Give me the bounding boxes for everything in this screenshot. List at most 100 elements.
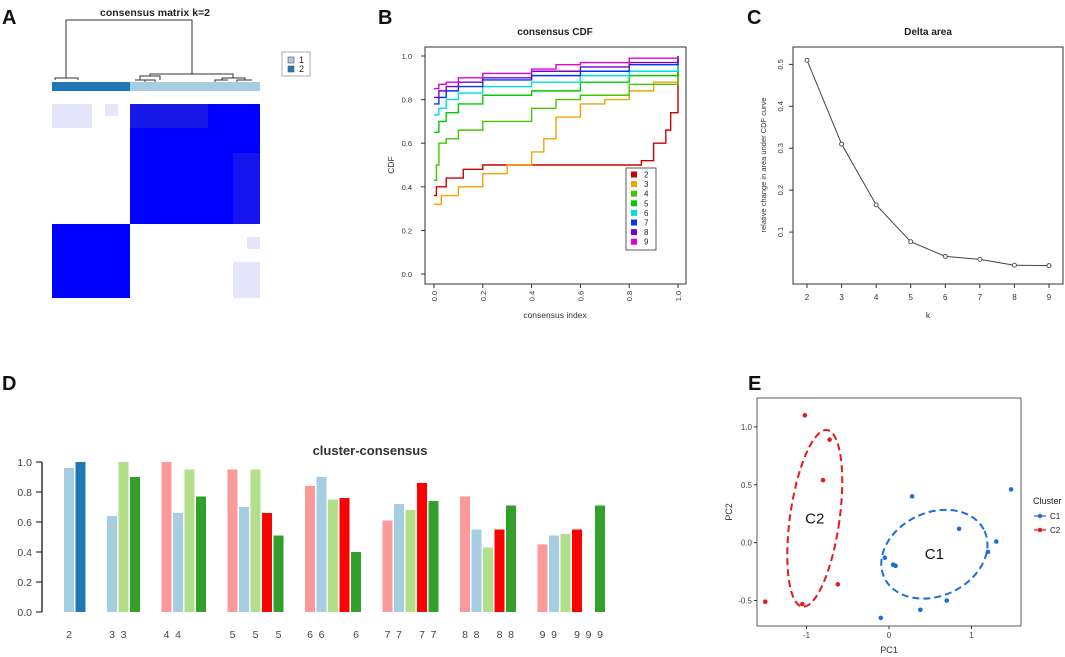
delta-title: Delta area <box>904 27 952 38</box>
cluster-bar-1 <box>130 82 260 91</box>
bar-k2 <box>75 462 86 612</box>
bar-k6 <box>328 499 338 612</box>
heatmap-legend: 1 2 <box>281 51 311 77</box>
legend-label-k7: 7 <box>644 219 649 228</box>
legend-swatch-k2 <box>631 171 637 178</box>
bar-k4 <box>173 513 183 612</box>
y-tick-label: 0.3 <box>776 143 785 153</box>
bar-k2 <box>64 468 74 612</box>
legend-swatch-k6 <box>631 209 637 216</box>
cdf-xlabel: consensus index <box>523 310 587 320</box>
y-tick-label: 0.4 <box>17 547 32 559</box>
cdf-ylabel: CDF <box>386 156 396 173</box>
bar-k9 <box>572 529 582 612</box>
bar-k8 <box>494 529 505 612</box>
y-tick-label: 0.4 <box>776 101 785 111</box>
legend-swatch-k5 <box>631 200 637 207</box>
pca-plot-frame <box>756 397 1022 627</box>
delta-point-k9 <box>1046 263 1052 269</box>
point-c1 <box>878 615 884 621</box>
x-tick-label: 0.6 <box>576 291 585 301</box>
bar-label: 9 <box>540 629 546 641</box>
bar-label: 6 <box>307 629 313 641</box>
legend-label-k3: 3 <box>644 180 649 189</box>
point-c2 <box>835 582 841 587</box>
delta-line <box>804 57 1052 269</box>
bar-k4 <box>184 469 195 612</box>
y-tick-label: 0.1 <box>776 227 785 237</box>
x-tick-label: 0 <box>887 631 892 640</box>
bar-label: 8 <box>508 629 514 641</box>
heatmap-matrix <box>52 104 260 298</box>
pca-ticks: -1 0 1 -0.5 0.0 0.5 1.0 <box>738 423 974 640</box>
x-tick-label: 1 <box>969 631 974 640</box>
x-tick-label: 1.0 <box>674 291 683 301</box>
bar-k7 <box>394 504 404 612</box>
bar-label: 5 <box>276 629 282 641</box>
cdf-x-ticks: 0.0 0.2 0.4 0.6 0.8 1.0 <box>430 284 683 301</box>
bar-label: 7 <box>419 629 425 641</box>
bar-label: 3 <box>121 629 127 641</box>
bar-k9 <box>549 535 559 612</box>
y-tick-label: 0.4 <box>402 183 412 192</box>
bar-k3 <box>107 516 117 612</box>
bar-label: 9 <box>574 629 580 641</box>
bar-label: 5 <box>230 629 236 641</box>
bar-k6 <box>351 552 361 612</box>
point-c2 <box>762 599 768 604</box>
cdf-lines <box>434 56 679 205</box>
bar-k9 <box>537 544 548 612</box>
bar-k6 <box>339 498 350 612</box>
point-c2 <box>802 413 808 418</box>
legend-dot-c1 <box>1037 513 1043 519</box>
point-c1 <box>993 539 999 544</box>
pca-ellipses <box>786 429 989 608</box>
point-c1 <box>944 598 950 603</box>
cdf-line-k4 <box>434 62 679 181</box>
bar-y-axis: 0.0 0.2 0.4 0.6 0.8 1.0 <box>17 457 43 619</box>
pca-legend: Cluster C1 C2 <box>1033 496 1062 535</box>
legend-label-k6: 6 <box>644 209 649 218</box>
delta-point-k6 <box>942 253 948 259</box>
y-tick-label: 1.0 <box>402 52 412 61</box>
bar-k6 <box>305 486 315 612</box>
y-tick-label: 0.2 <box>17 577 32 589</box>
delta-point-k3 <box>839 141 845 147</box>
panel-label-b: B <box>378 7 392 29</box>
bar-k5 <box>250 469 261 612</box>
bar-k3 <box>130 477 140 612</box>
delta-curve <box>806 60 1050 267</box>
delta-y-ticks: 0.1 0.2 0.3 0.4 0.5 <box>776 59 793 237</box>
cluster-label-c1: C1 <box>925 546 944 563</box>
bar-label: 7 <box>385 629 391 641</box>
y-tick-label: 0.8 <box>17 487 32 499</box>
panel-d: D cluster-consensus 0.0 0.2 0.4 0.6 0.8 1.0 2… <box>2 373 605 641</box>
bar-k8 <box>483 547 493 612</box>
cdf-y-ticks: 0.0 0.2 0.4 0.6 0.8 1.0 <box>402 52 425 279</box>
bar-k6 <box>316 477 327 612</box>
x-tick-label: 0.8 <box>625 291 634 301</box>
bar-label: 2 <box>66 629 72 641</box>
y-tick-label: -0.5 <box>738 597 752 606</box>
legend-dot-c2 <box>1037 527 1043 533</box>
pca-legend-title: Cluster <box>1033 496 1062 506</box>
bar-k7 <box>382 520 393 612</box>
bar-label: 9 <box>551 629 557 641</box>
legend-swatch-k8 <box>631 229 637 236</box>
bar-k7 <box>428 501 439 612</box>
delta-x-ticks: 2 3 4 5 6 7 8 9 <box>805 284 1052 302</box>
bar-k5 <box>227 469 238 612</box>
bar-label: 9 <box>597 629 603 641</box>
cdf-line-k2 <box>434 56 679 197</box>
bar-label: 7 <box>396 629 402 641</box>
delta-point-k5 <box>908 239 914 245</box>
y-tick-label: 0.6 <box>17 517 32 529</box>
bar-label: 9 <box>586 629 592 641</box>
cdf-line-k5 <box>434 60 679 133</box>
legend-swatch-k3 <box>631 181 637 188</box>
panel-b: B consensus CDF 0.0 0.2 0.4 0.6 0.8 1.0 0.00.… <box>378 7 687 320</box>
point-c2 <box>827 437 832 442</box>
